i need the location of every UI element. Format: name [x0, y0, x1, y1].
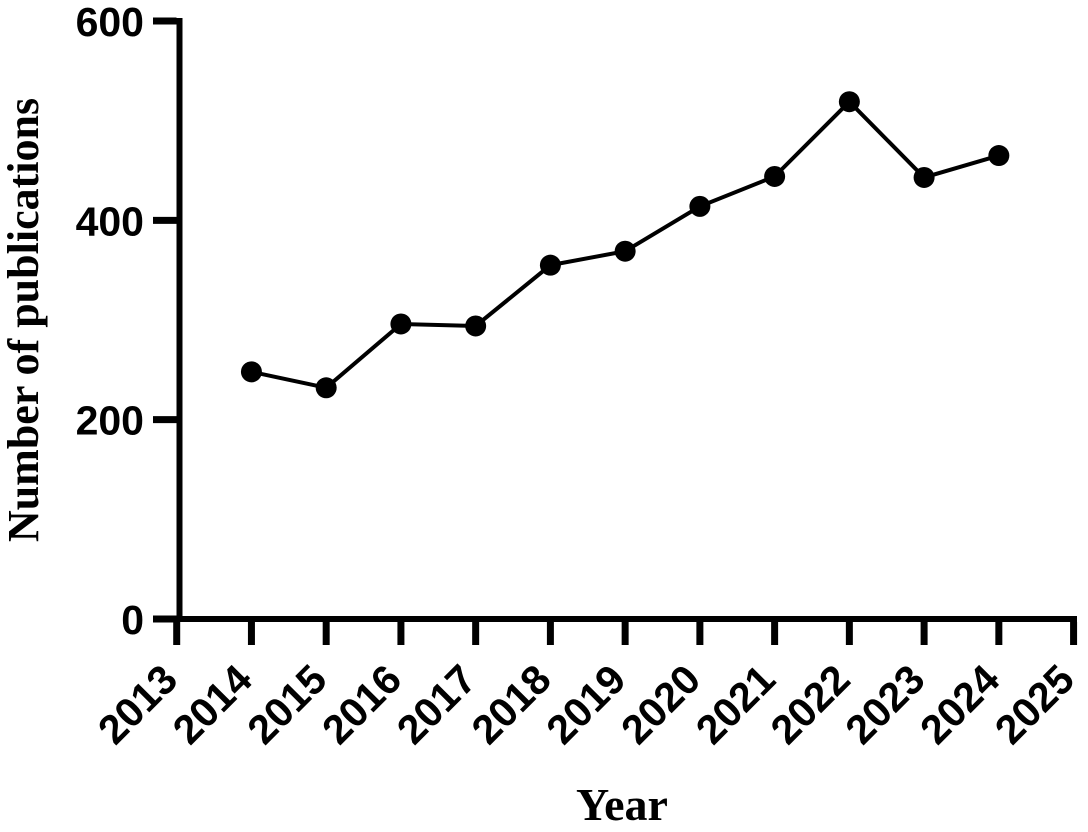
x-tick-label: 2020 — [612, 656, 709, 753]
data-point-2023 — [913, 166, 935, 188]
x-tick-label: 2015 — [239, 656, 336, 753]
y-tick-label: 200 — [76, 398, 144, 444]
y-axis-title: Number of publications — [0, 98, 48, 542]
data-point-2019 — [614, 240, 636, 262]
x-tick-label: 2022 — [762, 656, 859, 753]
x-axis-title: Year — [576, 779, 668, 830]
x-tick-label: 2016 — [313, 656, 410, 753]
x-tick-label: 2018 — [463, 656, 560, 753]
data-point-2015 — [315, 377, 337, 399]
data-point-2021 — [764, 165, 786, 187]
x-tick-label: 2014 — [164, 656, 261, 753]
y-tick-label: 600 — [76, 0, 144, 45]
x-tick-label: 2013 — [89, 656, 186, 753]
y-tick-label: 400 — [76, 198, 144, 244]
axes: 0200400600201320142015201620172018201920… — [76, 0, 1083, 753]
data-point-2017 — [465, 315, 487, 337]
y-tick-label: 0 — [121, 597, 144, 643]
data-point-2024 — [988, 145, 1010, 167]
data-point-2020 — [689, 195, 711, 217]
series-publications — [240, 91, 1010, 399]
data-point-2014 — [240, 361, 262, 383]
data-point-2016 — [390, 313, 412, 335]
x-tick-label: 2025 — [986, 656, 1083, 753]
data-point-2018 — [539, 254, 561, 276]
x-tick-label: 2024 — [911, 656, 1008, 753]
x-tick-label: 2019 — [537, 656, 634, 753]
data-point-2022 — [838, 91, 860, 113]
x-tick-label: 2017 — [388, 656, 485, 753]
x-tick-label: 2023 — [836, 656, 933, 753]
x-tick-label: 2021 — [687, 656, 784, 753]
